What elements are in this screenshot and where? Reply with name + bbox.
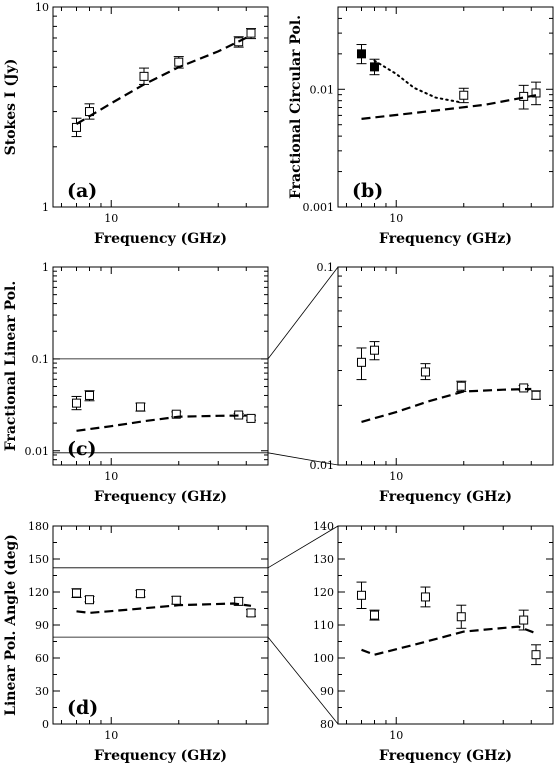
y-tick-label: 1 xyxy=(42,201,49,214)
y-tick-label: 0.01 xyxy=(25,445,50,458)
panel-d-zoom: 10 80 90 100 110 120 130 140 Frequency (GHz) xyxy=(313,520,554,764)
x-tick-label: 10 xyxy=(104,470,118,483)
y-tick-label: 90 xyxy=(35,619,49,632)
model-dashed-line xyxy=(75,34,252,125)
x-axis-label: Frequency (GHz) xyxy=(379,489,512,505)
model-dashed-line xyxy=(76,602,252,615)
x-tick-label: 10 xyxy=(104,212,118,225)
panel-b: 10 0.001 0.01 Frequency (GHz) Fractional Cir… xyxy=(288,6,554,247)
data-point xyxy=(420,592,430,602)
x-axis-label: Frequency (GHz) xyxy=(94,489,227,505)
data-point xyxy=(356,357,366,367)
plot-frame xyxy=(52,525,269,725)
panel-label: (a) xyxy=(67,180,97,202)
y-tick-label: 90 xyxy=(320,685,334,698)
data-point xyxy=(71,122,81,132)
y-tick-label: 120 xyxy=(28,586,49,599)
y-tick-label: 0.1 xyxy=(317,261,335,274)
y-tick-label: 0 xyxy=(42,718,49,731)
data-point xyxy=(84,595,94,605)
data-point xyxy=(234,596,244,606)
zoom-connector-line xyxy=(267,525,339,569)
y-tick-label: 120 xyxy=(313,586,334,599)
data-point xyxy=(84,390,94,400)
data-point xyxy=(71,398,81,408)
y-tick-label: 80 xyxy=(320,718,334,731)
zoom-connector-line xyxy=(267,452,339,466)
x-tick-label: 10 xyxy=(389,729,403,742)
data-point xyxy=(369,610,379,620)
data-point xyxy=(246,413,256,423)
data-point xyxy=(531,88,541,98)
y-tick-label: 10 xyxy=(35,1,49,14)
y-tick-label: 110 xyxy=(313,619,334,632)
data-point xyxy=(459,90,469,100)
y-axis-label: Fractional Linear Pol. xyxy=(3,281,19,451)
y-tick-label: 0.1 xyxy=(32,353,50,366)
panel-a: 10 1 10 Frequency (GHz) Stokes I (Jy) (a) xyxy=(3,1,269,247)
y-tick-label: 1 xyxy=(42,261,49,274)
data-point xyxy=(356,590,366,600)
y-axis-label: Fractional Circular Pol. xyxy=(288,15,304,199)
panel-label: (c) xyxy=(67,438,97,460)
y-axis-label: Linear Pol. Angle (deg) xyxy=(3,534,19,716)
data-point xyxy=(71,588,81,598)
data-point xyxy=(246,28,256,38)
y-tick-label: 0.001 xyxy=(303,201,335,214)
x-tick-label: 10 xyxy=(389,470,403,483)
panel-label: (d) xyxy=(67,697,98,719)
panel-label: (b) xyxy=(352,180,383,202)
zoom-connector-line xyxy=(267,636,339,725)
data-point xyxy=(171,409,181,419)
data-point xyxy=(139,71,149,81)
data-point xyxy=(420,367,430,377)
data-point-filled xyxy=(369,62,379,72)
x-tick-label: 10 xyxy=(104,729,118,742)
data-point xyxy=(369,345,379,355)
y-tick-label: 140 xyxy=(313,520,334,533)
model-dotted-line xyxy=(373,59,460,103)
model-dashed-line xyxy=(361,625,537,656)
panel-c-zoom: 10 0.01 0.1 Frequency (GHz) xyxy=(310,261,554,505)
data-point xyxy=(171,595,181,605)
x-axis-label: Frequency (GHz) xyxy=(94,748,227,764)
data-point xyxy=(456,381,466,391)
model-dashed-line xyxy=(361,94,537,120)
y-tick-label: 0.01 xyxy=(310,459,335,472)
data-point xyxy=(456,612,466,622)
y-tick-label: 30 xyxy=(35,685,49,698)
x-tick-label: 10 xyxy=(389,212,403,225)
zoom-connector-line xyxy=(267,266,339,360)
data-point xyxy=(531,390,541,400)
plot-frame xyxy=(337,525,554,725)
y-tick-label: 0.01 xyxy=(310,83,335,96)
x-axis-label: Frequency (GHz) xyxy=(379,748,512,764)
y-tick-label: 150 xyxy=(28,553,49,566)
x-axis-label: Frequency (GHz) xyxy=(379,231,512,247)
y-tick-label: 60 xyxy=(35,652,49,665)
plot-frame xyxy=(337,6,554,208)
data-point-filled xyxy=(356,49,366,59)
plot-frame xyxy=(52,266,269,466)
model-dashed-line xyxy=(76,414,247,432)
data-point xyxy=(246,608,256,618)
plot-frame xyxy=(337,266,554,466)
y-tick-label: 100 xyxy=(313,652,334,665)
y-axis-label: Stokes I (Jy) xyxy=(3,59,19,156)
y-tick-label: 130 xyxy=(313,553,334,566)
data-point xyxy=(519,383,529,393)
data-point xyxy=(135,589,145,599)
x-axis-label: Frequency (GHz) xyxy=(94,231,227,247)
y-tick-label: 180 xyxy=(28,520,49,533)
data-point xyxy=(519,615,529,625)
data-point xyxy=(135,402,145,412)
panel-c: 10 0.01 0.1 1 Frequency (GHz) Fractional Line… xyxy=(3,261,339,505)
data-point xyxy=(519,91,529,101)
model-dashed-line xyxy=(361,387,532,423)
data-point xyxy=(531,650,541,660)
plot-frame xyxy=(52,6,269,208)
